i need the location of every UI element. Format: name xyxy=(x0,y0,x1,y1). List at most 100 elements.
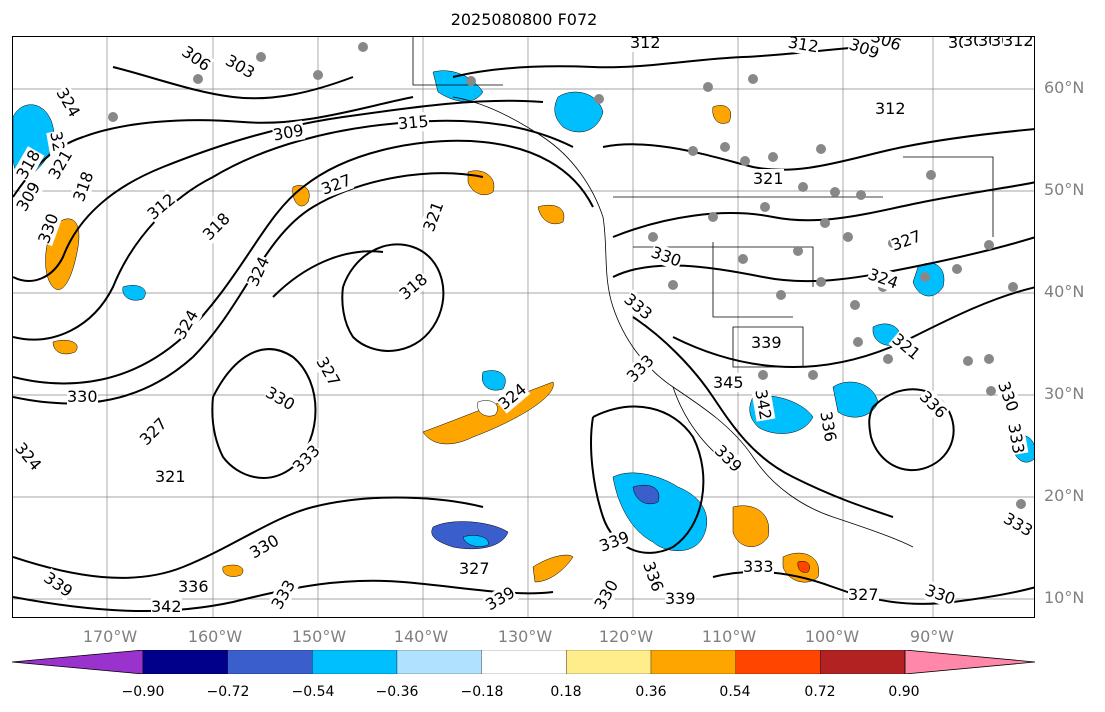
colorbar-tick-label: 0.18 xyxy=(550,684,582,700)
contour-label: 318 xyxy=(395,269,432,304)
contour-labels: 312 312 309 306 303 306 303 309 315 312 … xyxy=(12,37,1035,617)
lat-label: 10°N xyxy=(1044,588,1085,607)
contour-label: 330 xyxy=(67,387,98,406)
colorbar-swatch xyxy=(481,650,567,674)
map-title: 2025080800 F072 xyxy=(450,10,598,29)
colorbar-tick-label: 0.90 xyxy=(888,684,920,700)
contour-label: 333 xyxy=(743,557,774,576)
station-dots xyxy=(108,42,1026,509)
contour-label: 327 xyxy=(888,226,924,255)
contour-label: 339 xyxy=(751,333,782,352)
lat-label: 50°N xyxy=(1044,180,1085,199)
lon-label: 90°W xyxy=(909,627,955,646)
contour-label: 324 xyxy=(170,306,203,343)
colorbar-swatch xyxy=(142,650,228,674)
colorbar-tick-label: −0.90 xyxy=(121,684,165,700)
coastlines xyxy=(412,37,994,548)
contour-label: 327 xyxy=(318,170,354,199)
contour-label: 327 xyxy=(135,413,171,450)
contour-label: 312 xyxy=(875,99,906,118)
lon-label: 100°W xyxy=(804,627,860,646)
contour-label: 327 xyxy=(459,559,490,578)
contour-label: 339 xyxy=(665,589,696,608)
contour-label: 327 xyxy=(848,585,879,604)
colorbar-tick-label: −0.36 xyxy=(375,684,419,700)
contour-label: 330 xyxy=(262,382,299,415)
contour-label: 333 xyxy=(620,289,657,324)
contour-label: 345 xyxy=(713,373,744,392)
map-panel: 312 312 309 306 303 306 303 309 315 312 … xyxy=(12,36,1035,618)
lon-label: 110°W xyxy=(701,627,757,646)
contour-label: 336 xyxy=(915,386,951,423)
contour-label: 333 xyxy=(267,576,300,613)
contour-label: 339 xyxy=(40,567,77,602)
contour-label: 303 xyxy=(222,50,259,83)
lon-label: 150°W xyxy=(291,627,347,646)
colorbar-tick-label: 0.36 xyxy=(635,684,667,700)
contour-label: 330 xyxy=(922,580,958,609)
colorbar-swatch xyxy=(396,650,482,674)
contour-label: 321 xyxy=(753,169,784,188)
contour-label: 321 xyxy=(155,467,186,486)
contour-label: 339 xyxy=(710,440,746,477)
lon-label: 170°W xyxy=(82,627,138,646)
contour-label: 333 xyxy=(1004,421,1029,456)
contour-label: 339 xyxy=(596,527,632,556)
colorbar-swatch xyxy=(227,650,313,674)
contour-label: 339 xyxy=(482,582,519,615)
contour-label: 318 xyxy=(12,146,45,183)
lat-label: 20°N xyxy=(1044,486,1085,505)
contour-label: 333 xyxy=(288,440,324,477)
contour-label: 324 xyxy=(243,253,274,290)
lon-label: 130°W xyxy=(497,627,553,646)
contour-label: 327 xyxy=(312,353,345,390)
contour-lines xyxy=(13,44,1034,613)
map-canvas xyxy=(13,37,1034,617)
colorbar-swatch xyxy=(650,650,736,674)
contour-label: 330 xyxy=(994,378,1023,415)
contour-label: 309 xyxy=(12,178,45,215)
colorbar-tick-label: −0.54 xyxy=(291,684,335,700)
lat-label: 40°N xyxy=(1044,282,1085,301)
colorbar-swatch xyxy=(312,650,398,674)
contour-label: 324 xyxy=(865,264,901,293)
colorbar-tick-label: 0.72 xyxy=(804,684,836,700)
lat-label: 30°N xyxy=(1044,384,1085,403)
colorbar-extend-low xyxy=(12,650,144,674)
colorbar-tick-label: 0.54 xyxy=(719,684,751,700)
contour-label: 318 xyxy=(69,168,98,205)
contour-label: 315 xyxy=(397,111,430,134)
contour-label: 342 xyxy=(151,597,182,616)
colorbar-swatch xyxy=(735,650,821,674)
contour-label: 330 xyxy=(590,576,623,613)
contour-label: 312 xyxy=(1003,37,1034,50)
contour-label: 318 xyxy=(198,208,234,245)
colorbar xyxy=(12,650,1036,674)
lon-label: 160°W xyxy=(187,627,243,646)
colorbar-swatch xyxy=(566,650,652,674)
contour-label: 312 xyxy=(786,37,820,57)
contour-label: 321 xyxy=(888,329,925,364)
contour-label: 336 xyxy=(178,577,209,596)
contour-label: 312 xyxy=(143,189,180,224)
contour-label: 306 xyxy=(178,41,215,76)
contour-label: 321 xyxy=(419,198,448,235)
colorbar-tick-label: −0.72 xyxy=(206,684,250,700)
contour-label: 333 xyxy=(622,350,658,387)
contour-label: 309 xyxy=(271,120,305,145)
contour-label: 312 xyxy=(630,37,661,52)
contour-label: 336 xyxy=(639,558,668,595)
lon-label: 140°W xyxy=(393,627,449,646)
contour-label: 330 xyxy=(246,530,283,563)
contour-label: 324 xyxy=(52,84,85,121)
colorbar-swatch xyxy=(820,650,906,674)
contour-label: 336 xyxy=(816,409,841,444)
contour-label: 342 xyxy=(751,387,776,422)
colorbar-extend-high xyxy=(904,650,1036,674)
contour-label: 333 xyxy=(1000,508,1035,541)
colorbar-tick-label: −0.18 xyxy=(460,684,504,700)
lon-label: 120°W xyxy=(598,627,654,646)
contour-label: 324 xyxy=(12,438,46,475)
contour-label: 330 xyxy=(34,210,63,247)
contour-label: 330 xyxy=(648,242,684,271)
